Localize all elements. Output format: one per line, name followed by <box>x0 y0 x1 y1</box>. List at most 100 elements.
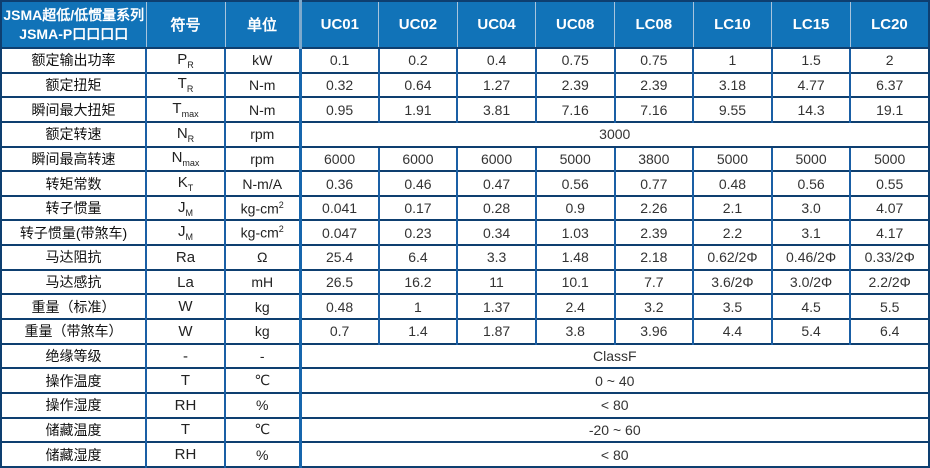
table-row: 马达感抗 La mH 26.5 16.2 11 10.1 7.7 3.6/2Φ 3.0/2Φ 2.2… <box>1 268 929 295</box>
row-label: 马达感抗 <box>1 268 146 295</box>
cell-value: 0.041 <box>299 194 379 221</box>
row-unit: N-m <box>224 96 302 122</box>
cell-value: 1.48 <box>534 244 615 270</box>
cell-value: 6000 <box>377 145 458 172</box>
cell-value: 2.26 <box>613 194 694 221</box>
cell-value: 2.39 <box>613 219 694 246</box>
row-symbol: Nmax <box>145 145 225 172</box>
row-symbol: W <box>145 318 225 344</box>
cell-value: 7.16 <box>534 96 615 122</box>
cell-value: 25.4 <box>299 244 379 270</box>
row-symbol: JM <box>145 219 225 246</box>
table-row: 操作温度 T ℃ 0 ~ 40 <box>1 367 929 393</box>
cell-value: 4.4 <box>692 318 772 344</box>
cell-value: 5000 <box>770 145 851 172</box>
row-symbol: NR <box>145 120 225 147</box>
row-symbol: La <box>145 268 225 295</box>
cell-value: 1 <box>377 293 458 320</box>
row-unit: kg-cm2 <box>224 219 302 246</box>
row-unit: kW <box>224 47 302 73</box>
cell-value: 3.5 <box>692 293 772 320</box>
cell-value: 7.16 <box>613 96 694 122</box>
model-column-header-uc04: UC04 <box>456 1 536 49</box>
row-unit: N-m <box>224 71 302 98</box>
model-column-header-uc01: UC01 <box>299 1 379 49</box>
cell-value: 7.7 <box>613 268 694 295</box>
cell-value: 4.17 <box>849 219 929 246</box>
cell-value: 0.48 <box>692 170 772 196</box>
cell-value: 2.39 <box>613 71 694 98</box>
row-symbol: RH <box>145 391 225 418</box>
table-row: 瞬间最大扭矩 Tmax N-m 0.95 1.91 3.81 7.16 7.16 9.55 14.… <box>1 96 929 122</box>
symbol-column-header: 符号 <box>145 1 225 49</box>
model-column-header-uc02: UC02 <box>378 1 458 49</box>
cell-value: 1.87 <box>456 318 536 344</box>
row-unit: ℃ <box>224 416 302 443</box>
cell-value: 5000 <box>534 145 615 172</box>
model-column-header-uc08: UC08 <box>535 1 615 49</box>
row-unit: kg-cm2 <box>224 194 302 221</box>
row-label: 操作湿度 <box>1 391 146 418</box>
cell-value: 0.95 <box>299 96 379 122</box>
row-unit: N-m/A <box>224 170 302 196</box>
row-unit: kg <box>224 293 302 320</box>
cell-value: 1.91 <box>377 96 458 122</box>
cell-value: 3.2 <box>613 293 694 320</box>
row-label: 额定输出功率 <box>1 47 146 73</box>
cell-value: 3.8 <box>534 318 615 344</box>
cell-value: 3.81 <box>456 96 536 122</box>
cell-value: 1.4 <box>377 318 458 344</box>
cell-value: 19.1 <box>849 96 929 122</box>
row-unit: % <box>224 441 302 467</box>
cell-value: 0.7 <box>299 318 379 344</box>
cell-value: 0.047 <box>299 219 379 246</box>
cell-value: 5.4 <box>770 318 851 344</box>
series-title-line2: JSMA-P口口口口 <box>19 25 129 42</box>
row-label: 额定转速 <box>1 120 146 147</box>
cell-value: 1.37 <box>456 293 536 320</box>
cell-value: 6000 <box>456 145 536 172</box>
cell-value: 5000 <box>692 145 772 172</box>
cell-value: 0.64 <box>377 71 458 98</box>
table-row: 瞬间最高转速 Nmax rpm 6000 6000 6000 5000 3800 5000 500… <box>1 145 929 172</box>
row-label: 操作温度 <box>1 367 146 393</box>
cell-value: 1.27 <box>456 71 536 98</box>
row-symbol: KT <box>145 170 225 196</box>
cell-value: 16.2 <box>377 268 458 295</box>
cell-value: 1 <box>692 47 772 73</box>
cell-value: 1.5 <box>770 47 851 73</box>
row-span-value: 3000 <box>299 120 929 147</box>
row-label: 马达阻抗 <box>1 244 146 270</box>
cell-value: 0.32 <box>299 71 379 98</box>
cell-value: 0.46 <box>377 170 458 196</box>
cell-value: 0.2 <box>377 47 458 73</box>
row-symbol: RH <box>145 441 225 467</box>
cell-value: 3.0/2Φ <box>770 268 851 295</box>
table-row: 马达阻抗 Ra Ω 25.4 6.4 3.3 1.48 2.18 0.62/2Φ 0.46/2Φ 0… <box>1 244 929 270</box>
cell-value: 6.37 <box>849 71 929 98</box>
cell-value: 0.36 <box>299 170 379 196</box>
row-span-value: ClassF <box>299 342 929 369</box>
table-row: 储藏温度 T ℃ -20 ~ 60 <box>1 416 929 443</box>
cell-value: 14.3 <box>770 96 851 122</box>
cell-value: 4.5 <box>770 293 851 320</box>
row-label: 重量（带煞车） <box>1 318 146 344</box>
model-column-header-lc10: LC10 <box>692 1 772 49</box>
cell-value: 0.46/2Φ <box>770 244 851 270</box>
table-row: 操作湿度 RH% < 80 <box>1 391 929 418</box>
row-symbol: T <box>145 367 225 393</box>
row-unit: ℃ <box>224 367 302 393</box>
cell-value: 0.56 <box>770 170 851 196</box>
cell-value: 0.33/2Φ <box>849 244 929 270</box>
row-span-value: < 80 <box>299 441 929 467</box>
cell-value: 0.77 <box>613 170 694 196</box>
cell-value: 2.39 <box>534 71 615 98</box>
cell-value: 3.3 <box>456 244 536 270</box>
table-row: 转矩常数 KT N-m/A 0.36 0.46 0.47 0.56 0.77 0.48 0.56 0… <box>1 170 929 196</box>
row-symbol: JM <box>145 194 225 221</box>
cell-value: 2.1 <box>692 194 772 221</box>
row-label: 重量（标准） <box>1 293 146 320</box>
row-symbol: PR <box>145 47 225 73</box>
cell-value: 2.2/2Φ <box>849 268 929 295</box>
